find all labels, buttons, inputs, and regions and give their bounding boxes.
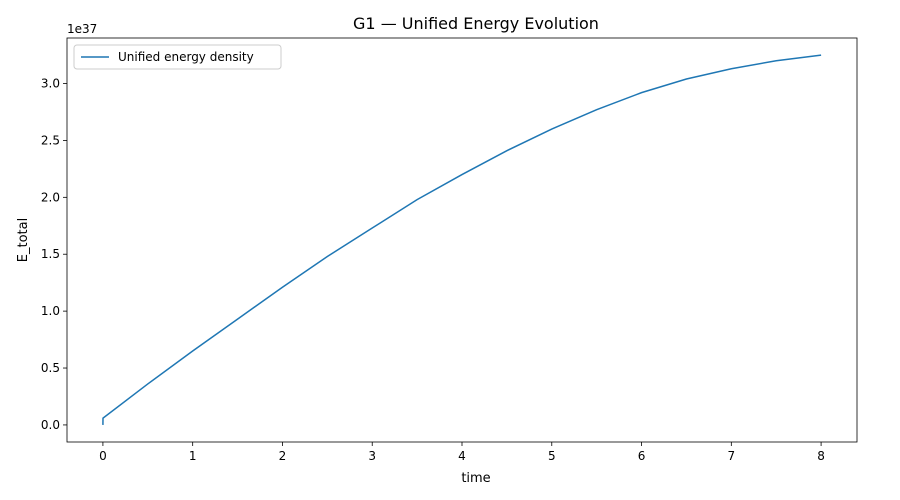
- y-axis-label: E_total: [16, 218, 31, 262]
- x-tick-label: 0: [99, 449, 107, 463]
- series-line-0: [102, 54, 822, 425]
- y-tick-label: 0.5: [41, 361, 60, 375]
- x-tick-label: 2: [279, 449, 287, 463]
- y-offset-label: 1e37: [67, 22, 97, 36]
- x-tick-label: 6: [638, 449, 646, 463]
- chart-title: G1 — Unified Energy Evolution: [353, 14, 599, 33]
- y-tick-label: 2.5: [41, 133, 60, 147]
- plot-area: 0 1 2 3 4 5 6 7 8 0.0 0.5 1.0 1.5 2.0 2.5 3.0 Unified en…: [41, 37, 858, 463]
- x-tick-label: 7: [727, 449, 735, 463]
- x-tick-label: 5: [548, 449, 556, 463]
- x-axis-label: time: [461, 471, 490, 486]
- legend-box: [73, 44, 282, 70]
- y-tick-label: 1.0: [41, 304, 60, 318]
- x-tick-label: 3: [368, 449, 376, 463]
- y-tick-label: 2.0: [41, 190, 60, 204]
- y-tick-label: 3.0: [41, 77, 60, 91]
- x-tick-label: 1: [189, 449, 197, 463]
- y-tick-label: 0.0: [41, 418, 60, 432]
- x-tick-label: 8: [817, 449, 825, 463]
- y-tick-label: 1.5: [41, 247, 60, 261]
- legend-label: Unified energy density: [118, 50, 254, 64]
- x-tick-label: 4: [458, 449, 466, 463]
